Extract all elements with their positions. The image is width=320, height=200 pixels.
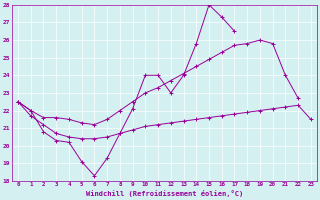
X-axis label: Windchill (Refroidissement éolien,°C): Windchill (Refroidissement éolien,°C) [86, 190, 243, 197]
